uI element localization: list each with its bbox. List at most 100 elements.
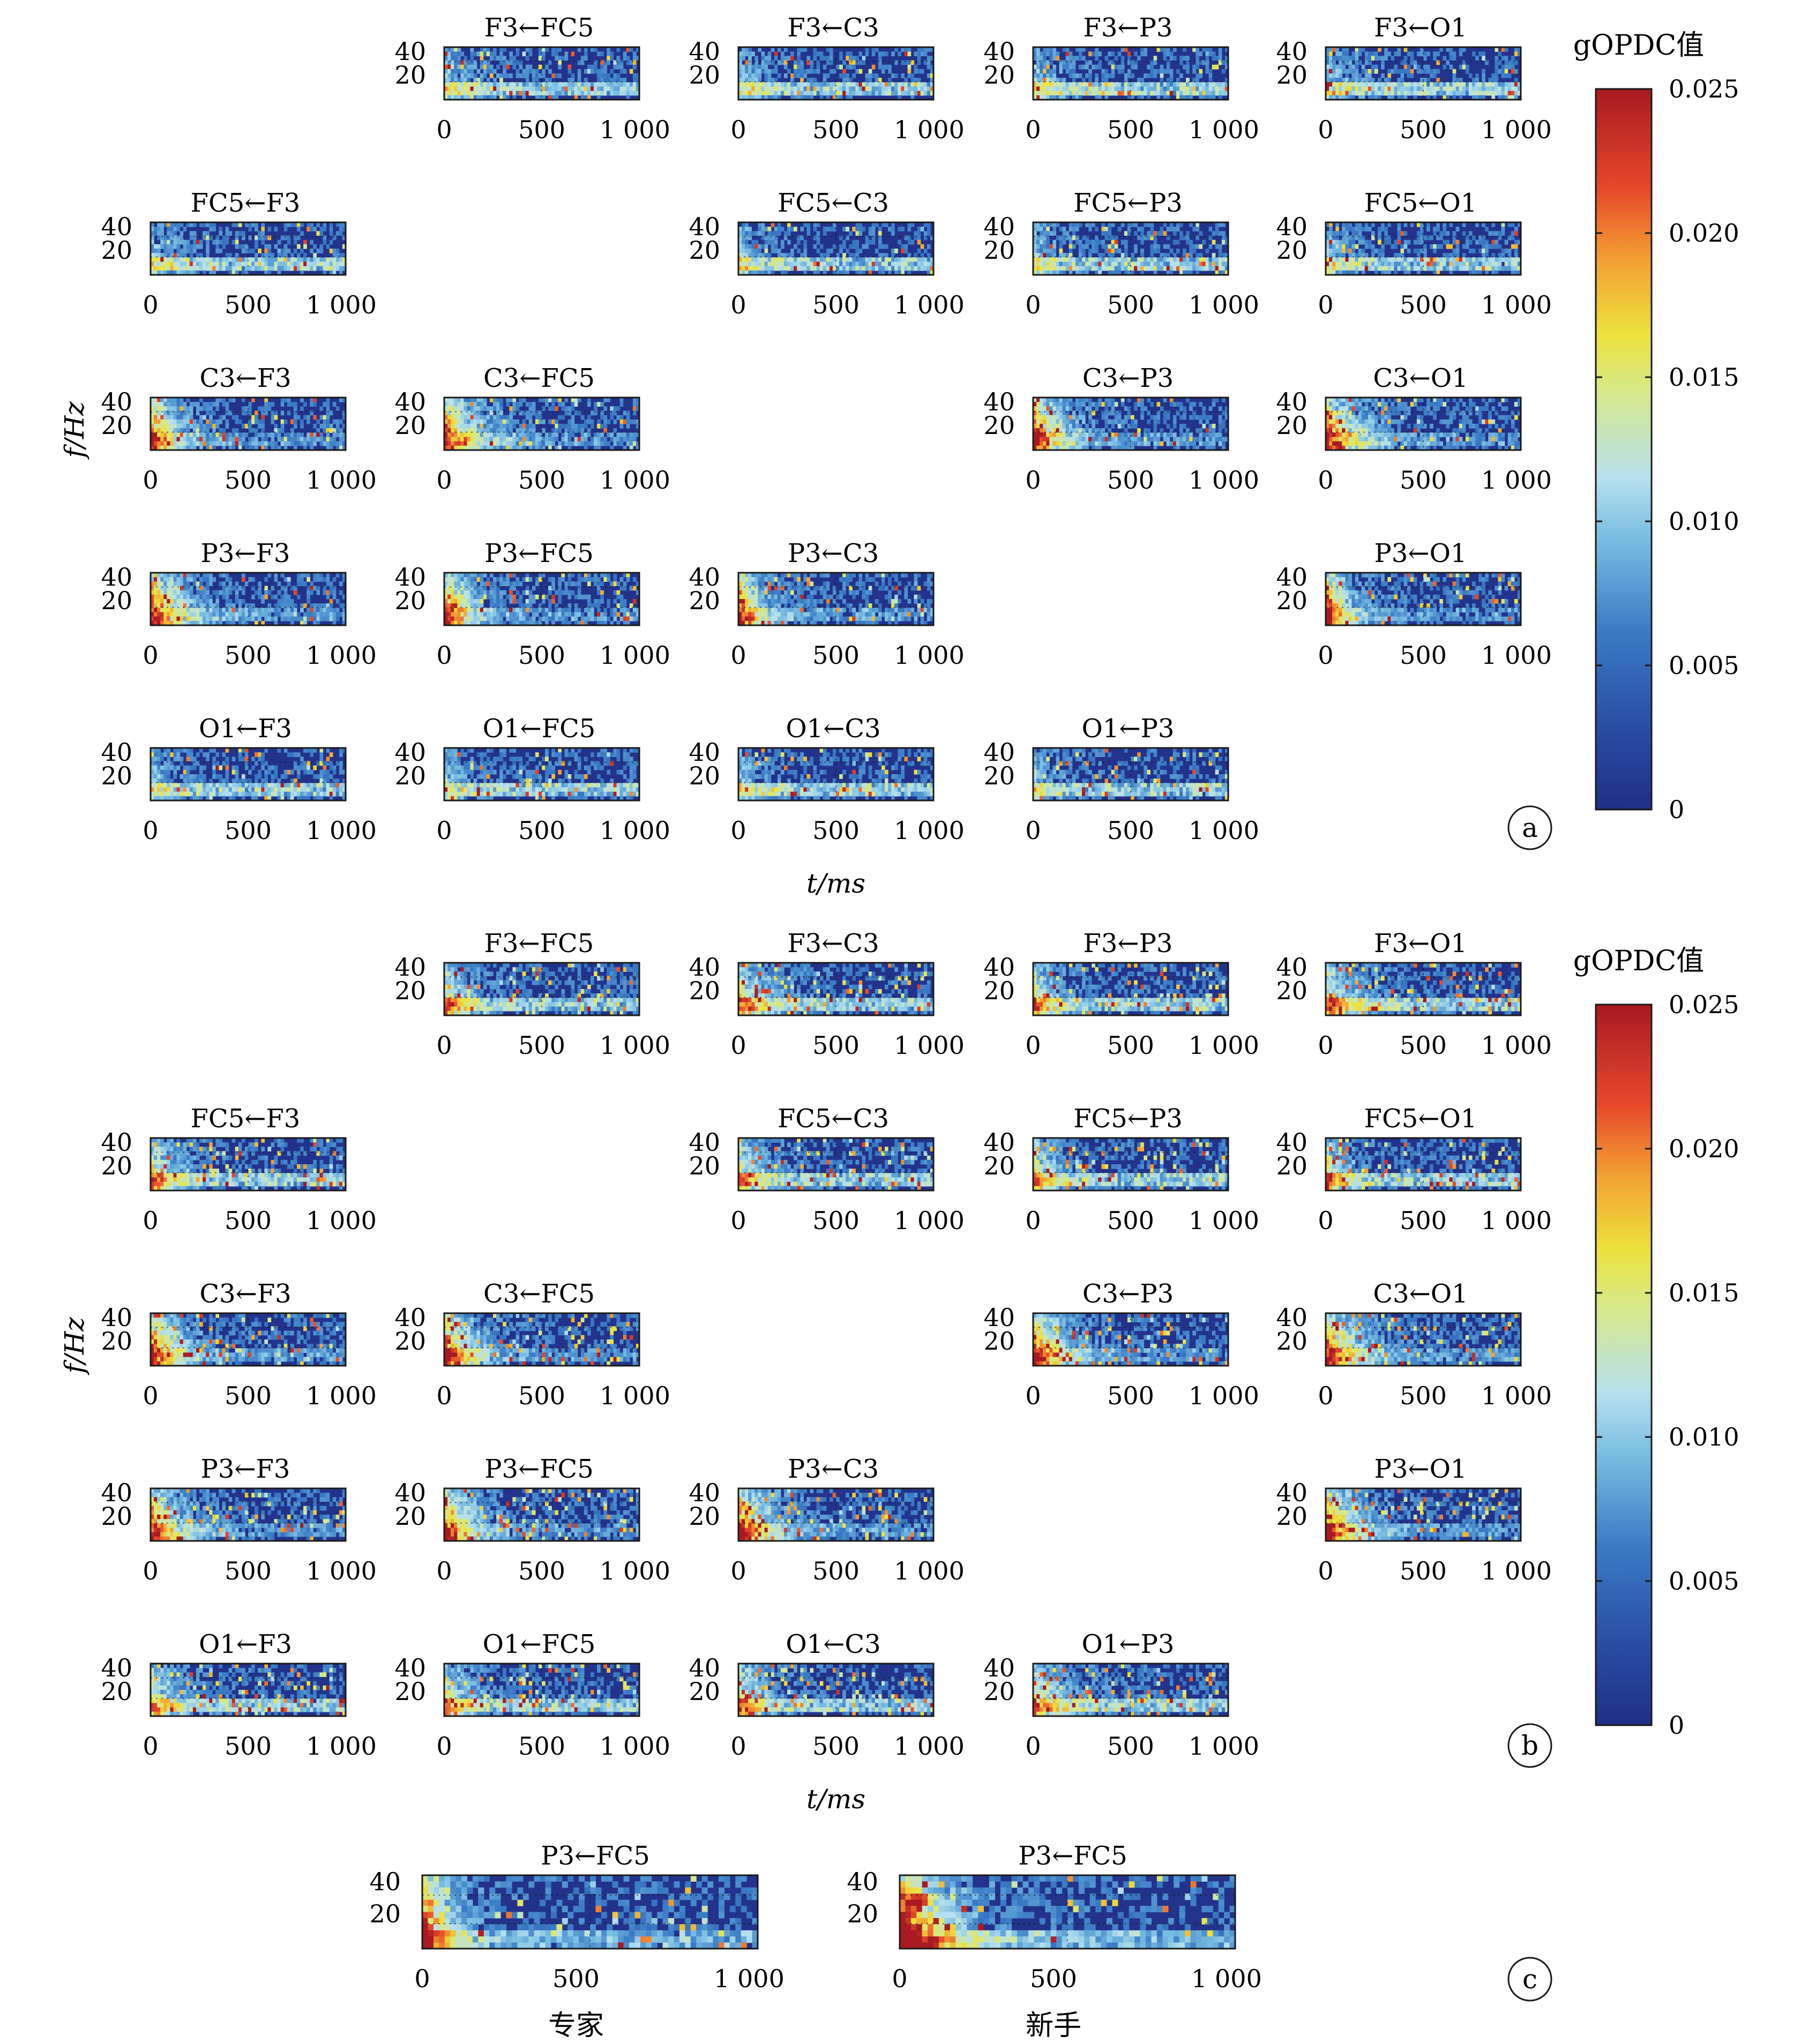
- x-tick-label: 0: [1025, 816, 1041, 845]
- y-tick-label: 20: [983, 761, 1015, 790]
- y-tick-label: 40: [101, 1653, 132, 1682]
- y-tick-label: 20: [369, 1899, 401, 1928]
- y-tick-label: 20: [1276, 236, 1308, 265]
- x-tick-label: 0: [436, 1732, 452, 1761]
- y-tick-label: 20: [1276, 1502, 1308, 1531]
- y-tick-label: 20: [689, 976, 720, 1005]
- colorbar-tick-label: 0: [1669, 795, 1684, 824]
- y-tick-label: 40: [983, 1653, 1015, 1682]
- y-tick-label: 20: [689, 586, 720, 615]
- y-tick-label: 40: [689, 738, 720, 767]
- x-tick-label: 500: [812, 115, 860, 144]
- subplot-title: FC5←C3: [778, 1104, 889, 1134]
- subplot-title: P3←FC5: [484, 1454, 594, 1484]
- y-tick-label: 40: [1276, 1303, 1308, 1332]
- x-tick-label: 0: [730, 641, 746, 670]
- x-tick-label: 500: [1107, 290, 1154, 319]
- x-tick-label: 1 000: [600, 466, 670, 495]
- x-tick-label: 500: [1400, 641, 1447, 670]
- colorbar-tick-label: 0: [1669, 1711, 1684, 1740]
- subplot-title: F3←P3: [1084, 13, 1173, 43]
- x-tick-label: 0: [1318, 1031, 1333, 1060]
- x-tick-label: 0: [436, 641, 452, 670]
- y-tick-label: 40: [101, 1303, 132, 1332]
- subplot-title: O1←FC5: [483, 714, 596, 744]
- colorbar: [1595, 1004, 1653, 1726]
- y-tick-label: 20: [847, 1899, 878, 1928]
- x-tick-label: 0: [730, 1206, 746, 1235]
- x-tick-label: 1 000: [306, 641, 377, 670]
- x-tick-label: 1 000: [1481, 1206, 1552, 1235]
- colorbar-tick-label: 0.010: [1669, 507, 1739, 536]
- y-tick-label: 20: [983, 1327, 1015, 1356]
- y-tick-label: 40: [983, 37, 1015, 66]
- x-tick-label: 1 000: [1481, 1031, 1552, 1060]
- subplot-title: F3←FC5: [484, 13, 594, 43]
- x-tick-label: 1 000: [600, 1732, 670, 1761]
- x-tick-label: 500: [225, 1206, 272, 1235]
- x-tick-label: 0: [436, 1381, 452, 1410]
- y-tick-label: 20: [983, 236, 1015, 265]
- x-tick-label: 0: [143, 1556, 158, 1585]
- subplot-title: C3←FC5: [483, 363, 595, 393]
- y-tick-label: 40: [1276, 212, 1308, 241]
- y-tick-label: 20: [983, 976, 1015, 1005]
- y-tick-label: 40: [394, 738, 426, 767]
- x-tick-label: 1 000: [894, 1031, 965, 1060]
- x-tick-label: 1 000: [1481, 1381, 1552, 1410]
- x-tick-label: 1 000: [1189, 816, 1259, 845]
- x-tick-label: 0: [892, 1964, 907, 1993]
- y-tick-label: 20: [689, 61, 720, 89]
- y-tick-label: 40: [394, 1653, 426, 1682]
- colorbar-tick-label: 0.020: [1669, 219, 1739, 248]
- y-tick-label: 40: [369, 1867, 401, 1896]
- y-tick-label: 40: [101, 1128, 132, 1157]
- x-tick-label: 1 000: [1189, 115, 1259, 144]
- subplot-title: P3←FC5: [484, 538, 594, 568]
- subplot-title: O1←P3: [1082, 1629, 1175, 1659]
- subplot-title: F3←FC5: [484, 929, 594, 959]
- y-tick-label: 20: [983, 61, 1015, 89]
- y-tick-label: 40: [394, 37, 426, 66]
- subplot-title: O1←C3: [786, 1629, 880, 1659]
- x-tick-label: 0: [143, 1381, 158, 1410]
- x-tick-label: 500: [518, 1381, 565, 1410]
- y-tick-label: 40: [689, 1128, 720, 1157]
- x-tick-label: 500: [225, 290, 272, 319]
- x-tick-label: 500: [552, 1964, 600, 1993]
- y-tick-label: 20: [1276, 61, 1308, 89]
- x-tick-label: 500: [812, 1031, 860, 1060]
- x-tick-label: 1 000: [600, 816, 670, 845]
- x-tick-label: 1 000: [714, 1964, 785, 1993]
- x-tick-label: 0: [143, 466, 158, 495]
- x-tick-label: 1 000: [306, 1381, 377, 1410]
- subplot-title: FC5←O1: [1364, 1104, 1477, 1134]
- y-tick-label: 20: [689, 761, 720, 790]
- x-tick-label: 1 000: [600, 641, 670, 670]
- y-tick-label: 20: [983, 411, 1015, 440]
- subplot-title: C3←O1: [1373, 363, 1468, 393]
- x-tick-label: 500: [518, 641, 565, 670]
- x-tick-label: 1 000: [1189, 1732, 1259, 1761]
- y-tick-label: 20: [689, 1677, 720, 1706]
- panel-label-c: c: [1507, 1957, 1552, 2002]
- y-tick-label: 20: [1276, 1151, 1308, 1180]
- y-tick-label: 20: [983, 1677, 1015, 1706]
- x-tick-label: 0: [1318, 1206, 1333, 1235]
- colorbar-tick-label: 0.025: [1669, 990, 1739, 1019]
- panel-c-map-2: P3←FC5 40 20 0 500 1 000 新手: [847, 1841, 1261, 2042]
- colorbar-tick-label: 0.025: [1669, 74, 1739, 103]
- x-tick-label: 500: [1400, 290, 1447, 319]
- x-tick-label: 500: [1030, 1964, 1077, 1993]
- y-tick-label: 40: [1276, 563, 1308, 592]
- x-tick-label: 500: [518, 1732, 565, 1761]
- x-tick-label: 500: [1107, 466, 1154, 495]
- y-tick-label: 20: [101, 1151, 132, 1180]
- y-tick-label: 40: [1276, 387, 1308, 416]
